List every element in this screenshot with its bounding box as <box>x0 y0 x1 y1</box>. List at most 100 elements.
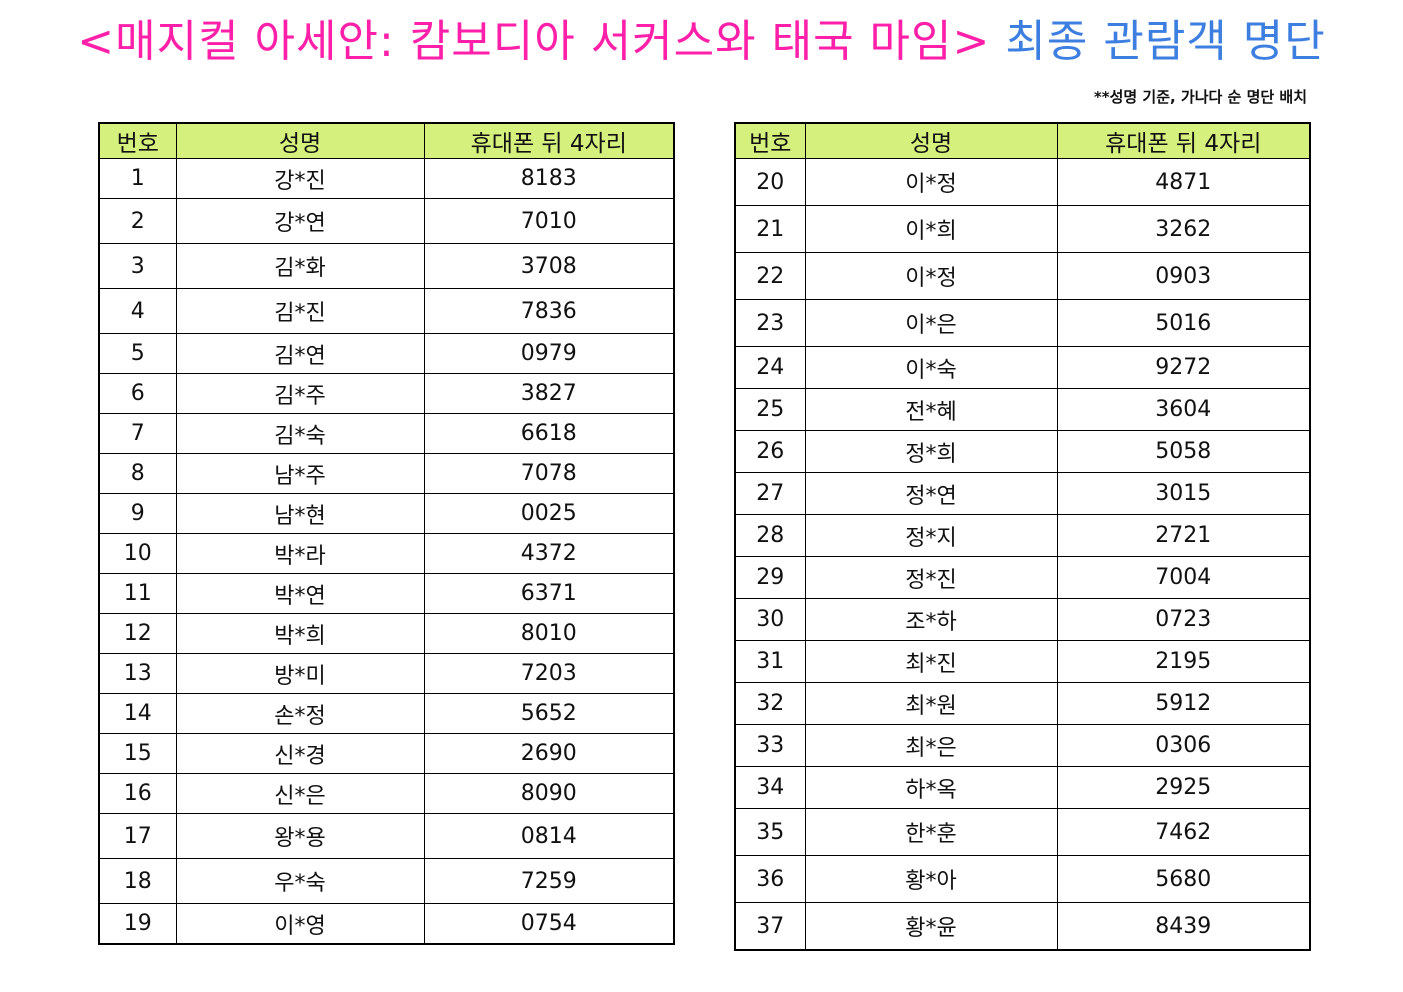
row-name: 한*훈 <box>804 808 1058 856</box>
row-number: 24 <box>734 346 806 389</box>
row-number: 21 <box>734 205 806 253</box>
row-phone-last4: 0025 <box>423 493 675 534</box>
row-phone-last4: 9272 <box>1056 346 1311 389</box>
row-name: 하*옥 <box>804 766 1058 809</box>
row-phone-last4: 0754 <box>423 903 675 945</box>
row-number: 7 <box>98 413 177 454</box>
row-number: 13 <box>98 653 177 694</box>
row-name: 이*은 <box>804 299 1058 347</box>
row-phone-last4: 5680 <box>1056 855 1311 903</box>
table-row: 24 이*숙 9272 <box>734 346 1311 389</box>
row-number: 36 <box>734 855 806 903</box>
table-row: 22 이*정 0903 <box>734 252 1311 300</box>
row-name: 손*정 <box>175 693 425 734</box>
row-number: 15 <box>98 733 177 774</box>
row-name: 강*진 <box>175 158 425 199</box>
row-name: 최*원 <box>804 682 1058 725</box>
table-row: 35 한*훈 7462 <box>734 808 1311 856</box>
row-phone-last4: 3708 <box>423 243 675 289</box>
table-row: 30 조*하 0723 <box>734 598 1311 641</box>
row-phone-last4: 5912 <box>1056 682 1311 725</box>
row-number: 30 <box>734 598 806 641</box>
row-name: 박*연 <box>175 573 425 614</box>
table-row: 3 김*화 3708 <box>98 243 675 289</box>
row-phone-last4: 7259 <box>423 858 675 904</box>
table-row: 33 최*은 0306 <box>734 724 1311 767</box>
table-row: 2 강*연 7010 <box>98 198 675 244</box>
row-number: 34 <box>734 766 806 809</box>
table-row: 7 김*숙 6618 <box>98 413 675 454</box>
row-name: 왕*용 <box>175 813 425 859</box>
sort-note: **성명 기준, 가나다 순 명단 배치 <box>1093 88 1307 106</box>
row-name: 이*숙 <box>804 346 1058 389</box>
table-row: 21 이*희 3262 <box>734 205 1311 253</box>
row-phone-last4: 6371 <box>423 573 675 614</box>
row-name: 박*희 <box>175 613 425 654</box>
row-name: 김*화 <box>175 243 425 289</box>
row-number: 10 <box>98 533 177 574</box>
row-number: 8 <box>98 453 177 494</box>
row-phone-last4: 3262 <box>1056 205 1311 253</box>
row-number: 6 <box>98 373 177 414</box>
row-phone-last4: 3015 <box>1056 472 1311 515</box>
row-number: 37 <box>734 902 806 951</box>
row-number: 5 <box>98 333 177 374</box>
row-name: 황*윤 <box>804 902 1058 951</box>
row-number: 26 <box>734 430 806 473</box>
row-number: 1 <box>98 158 177 199</box>
row-number: 12 <box>98 613 177 654</box>
row-number: 20 <box>734 158 806 206</box>
table-row: 31 최*진 2195 <box>734 640 1311 683</box>
row-name: 김*숙 <box>175 413 425 454</box>
row-number: 19 <box>98 903 177 945</box>
row-phone-last4: 2925 <box>1056 766 1311 809</box>
row-name: 최*진 <box>804 640 1058 683</box>
row-phone-last4: 3604 <box>1056 388 1311 431</box>
table-row: 17 왕*용 0814 <box>98 813 675 859</box>
row-phone-last4: 0306 <box>1056 724 1311 767</box>
row-name: 정*진 <box>804 556 1058 599</box>
row-phone-last4: 2721 <box>1056 514 1311 557</box>
table-row: 11 박*연 6371 <box>98 573 675 614</box>
row-phone-last4: 7462 <box>1056 808 1311 856</box>
table-row: 10 박*라 4372 <box>98 533 675 574</box>
row-number: 25 <box>734 388 806 431</box>
row-phone-last4: 5058 <box>1056 430 1311 473</box>
header-name: 성명 <box>175 122 425 159</box>
table-body-right: 20 이*정 4871 21 이*희 3262 22 이*정 0903 23 이*은 5016 24 이*… <box>734 158 1311 951</box>
header-number: 번호 <box>98 122 177 159</box>
table-row: 34 하*옥 2925 <box>734 766 1311 809</box>
table-row: 14 손*정 5652 <box>98 693 675 734</box>
row-name: 김*진 <box>175 288 425 334</box>
row-name: 조*하 <box>804 598 1058 641</box>
table-row: 25 전*혜 3604 <box>734 388 1311 431</box>
row-name: 신*은 <box>175 773 425 814</box>
table-row: 8 남*주 7078 <box>98 453 675 494</box>
row-number: 35 <box>734 808 806 856</box>
row-name: 김*연 <box>175 333 425 374</box>
table-row: 37 황*윤 8439 <box>734 902 1311 951</box>
row-phone-last4: 2690 <box>423 733 675 774</box>
row-name: 남*주 <box>175 453 425 494</box>
row-phone-last4: 3827 <box>423 373 675 414</box>
table-row: 4 김*진 7836 <box>98 288 675 334</box>
row-number: 31 <box>734 640 806 683</box>
row-name: 전*혜 <box>804 388 1058 431</box>
table-row: 29 정*진 7004 <box>734 556 1311 599</box>
table-row: 15 신*경 2690 <box>98 733 675 774</box>
row-phone-last4: 5016 <box>1056 299 1311 347</box>
row-phone-last4: 7004 <box>1056 556 1311 599</box>
row-name: 최*은 <box>804 724 1058 767</box>
row-phone-last4: 7203 <box>423 653 675 694</box>
row-phone-last4: 0814 <box>423 813 675 859</box>
row-name: 남*현 <box>175 493 425 534</box>
row-name: 방*미 <box>175 653 425 694</box>
row-phone-last4: 0903 <box>1056 252 1311 300</box>
row-number: 33 <box>734 724 806 767</box>
row-phone-last4: 0723 <box>1056 598 1311 641</box>
row-name: 이*영 <box>175 903 425 945</box>
row-number: 14 <box>98 693 177 734</box>
row-phone-last4: 7010 <box>423 198 675 244</box>
row-phone-last4: 8439 <box>1056 902 1311 951</box>
table-row: 9 남*현 0025 <box>98 493 675 534</box>
